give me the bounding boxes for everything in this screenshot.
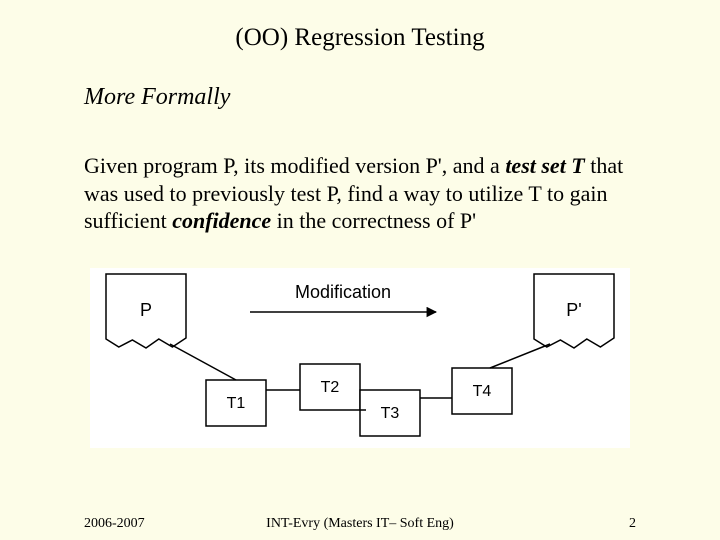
body-testset: test set T xyxy=(505,153,584,178)
subtitle: More Formally xyxy=(84,84,230,111)
svg-text:T1: T1 xyxy=(227,395,246,412)
svg-text:T2: T2 xyxy=(321,379,340,396)
svg-text:T4: T4 xyxy=(473,383,492,400)
body-text: Given program P, its modified version P'… xyxy=(84,152,636,235)
svg-text:P: P xyxy=(140,300,152,320)
footer-right: 2 xyxy=(629,516,636,532)
slide: (OO) Regression Testing More Formally Gi… xyxy=(0,0,720,540)
page-title: (OO) Regression Testing xyxy=(0,24,720,52)
diagram: P P' T1 T2 T3 T4 Modification xyxy=(90,268,630,448)
body-confidence: confidence xyxy=(172,208,271,233)
svg-text:P': P' xyxy=(566,300,581,320)
footer-center: INT-Evry (Masters IT– Soft Eng) xyxy=(0,516,720,532)
body-post: in the correctness of P' xyxy=(271,208,476,233)
body-pre: Given program P, its modified version P'… xyxy=(84,153,505,178)
svg-text:T3: T3 xyxy=(381,405,400,422)
svg-text:Modification: Modification xyxy=(295,282,391,302)
diagram-svg: P P' T1 T2 T3 T4 Modification xyxy=(90,268,630,448)
